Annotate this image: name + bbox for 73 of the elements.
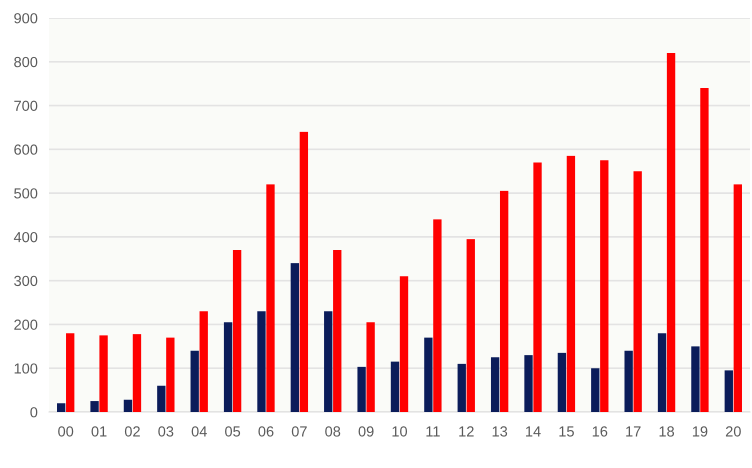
x-tick-label: 16 xyxy=(592,426,608,437)
x-tick-label: 00 xyxy=(58,426,74,437)
bar xyxy=(424,338,433,412)
bar xyxy=(124,400,132,412)
bar xyxy=(333,250,342,412)
x-tick-label: 14 xyxy=(526,426,541,436)
bar xyxy=(466,239,475,412)
bar xyxy=(266,184,275,412)
bar xyxy=(658,333,666,412)
bar xyxy=(734,184,742,412)
y-tick-label: 500 xyxy=(14,188,38,199)
x-tick-label: 11 xyxy=(426,426,440,436)
x-tick-label: 01 xyxy=(92,426,106,437)
bar xyxy=(90,401,99,412)
bar xyxy=(691,346,700,412)
bar xyxy=(666,53,676,412)
x-tick-label: 12 xyxy=(459,426,474,436)
x-tick-label: 02 xyxy=(124,426,140,437)
y-tick-label: 800 xyxy=(14,56,38,68)
x-tick-label: 15 xyxy=(559,426,574,437)
bar xyxy=(157,386,166,412)
bar xyxy=(533,162,542,412)
bar xyxy=(66,333,74,412)
bar xyxy=(724,370,733,412)
bar xyxy=(166,338,175,412)
x-tick-label: 10 xyxy=(392,426,408,437)
x-tick-label: 13 xyxy=(492,426,508,437)
y-tick-label: 300 xyxy=(14,276,38,286)
y-tick-label: 200 xyxy=(14,320,38,330)
bar xyxy=(700,88,709,412)
bar xyxy=(433,219,442,412)
y-tick-label: 100 xyxy=(14,363,38,374)
bar xyxy=(500,190,508,412)
bar xyxy=(624,350,633,412)
bar xyxy=(634,171,642,412)
y-tick-label: 400 xyxy=(14,232,38,242)
x-tick-label: 19 xyxy=(692,426,708,437)
y-tick-label: 600 xyxy=(14,144,38,155)
x-tick-label: 06 xyxy=(258,426,274,437)
y-tick-label: 0 xyxy=(30,407,38,418)
x-tick-label: 05 xyxy=(225,426,240,437)
bar xyxy=(600,160,608,412)
x-tick-label: 04 xyxy=(192,426,207,437)
bar xyxy=(224,322,232,412)
bar xyxy=(390,362,400,412)
bar xyxy=(290,263,300,412)
bar xyxy=(366,322,375,412)
bar xyxy=(57,403,66,412)
x-tick-label: 03 xyxy=(158,426,174,437)
x-tick-label: 17 xyxy=(626,426,641,436)
bar xyxy=(200,311,208,412)
x-tick-label: 07 xyxy=(292,426,307,437)
bar xyxy=(458,364,466,412)
bar xyxy=(524,355,533,412)
bar xyxy=(400,276,408,412)
x-tick-label: 18 xyxy=(660,426,674,437)
bar xyxy=(490,357,500,412)
bar xyxy=(357,366,366,412)
x-tick-label: 20 xyxy=(726,426,741,437)
bar xyxy=(324,311,332,412)
bar xyxy=(300,132,308,412)
bar xyxy=(257,311,266,412)
x-tick-label: 08 xyxy=(325,426,340,437)
y-tick-label: 900 xyxy=(14,13,38,24)
bar xyxy=(558,352,566,412)
y-tick-label: 700 xyxy=(14,100,38,111)
bar xyxy=(591,368,600,412)
x-tick-label: 09 xyxy=(358,426,374,437)
bar xyxy=(132,334,142,412)
bar xyxy=(566,156,576,412)
bar xyxy=(99,335,108,412)
bar xyxy=(232,250,242,412)
bar xyxy=(190,350,199,412)
